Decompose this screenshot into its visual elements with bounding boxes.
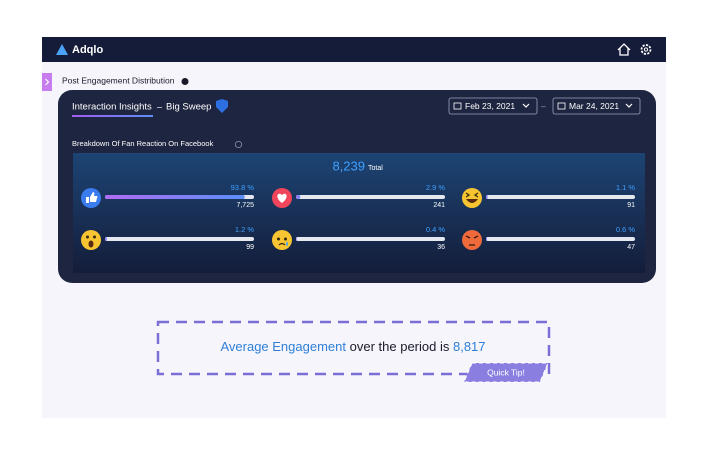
percent-label: 2.9 % [426,183,446,192]
tab-underline [72,115,153,117]
page-title: Post Engagement Distribution [62,75,175,85]
haha-mouth [466,199,478,203]
date-from-box[interactable] [448,97,538,115]
wow-mouth [88,240,94,248]
love-heart [277,193,287,203]
bar [105,237,107,241]
angry-icon [462,230,482,250]
percent-label: 1.2 % [235,225,255,234]
total-value: 8,239 [332,158,365,173]
date-to: Mar 24, 2021 [569,101,619,111]
tip-box [156,320,551,376]
breakdown-title: Breakdown Of Fan Reaction On Facebook [72,139,214,148]
tip-value: 8,817 [453,339,486,354]
sad-eye [284,237,287,241]
bar [105,195,245,199]
sad-eye [277,237,280,241]
quick-tip-label: Quick Tip! [487,367,525,377]
tip-text: Average Engagement over the period is 8,… [220,339,485,354]
tip-body: over the period is [350,339,450,354]
sidebar-toggle[interactable] [42,73,52,91]
sad-tear [286,241,288,246]
percent-label: 93.8 % [231,183,255,192]
count-label: 47 [627,244,635,251]
calendar-icon [557,102,566,110]
bar-track [486,195,635,199]
top-bar [42,37,666,62]
info-icon[interactable] [234,140,243,149]
wow-icon [81,230,101,250]
bar-track [105,237,254,241]
home-icon[interactable] [617,43,631,56]
wow-eye [86,235,89,239]
dropdown-arrow [522,103,530,108]
count-label: 241 [433,202,445,209]
bar [486,195,488,199]
settings-icon-center [643,47,649,52]
bar-track [296,195,445,199]
bar [296,237,297,241]
angry-brows [465,235,479,239]
percent-label: 1.1 % [616,183,636,192]
sad-icon [272,230,292,250]
bar [486,237,487,241]
percent-label: 0.6 % [616,225,636,234]
tab-separator: – [157,101,162,111]
logo-icon [56,44,68,55]
like-thumb [86,192,98,203]
facebook-badge [216,99,228,113]
haha-icon [462,188,482,208]
count-label: 99 [246,244,254,251]
date-separator: – [541,101,546,111]
percent-label: 0.4 % [426,225,446,234]
calendar-icon [453,102,462,110]
haha-eyes [465,192,479,198]
bar-track [296,237,445,241]
bar [296,195,301,199]
bar-track [486,237,635,241]
date-to-box[interactable] [552,97,641,115]
app-name: Adqlo [72,44,103,56]
count-label: 36 [437,244,445,251]
sidebar-arrow [45,78,50,86]
breakdown-area [73,153,645,273]
sad-mouth [278,242,286,246]
quick-tip-badge[interactable] [463,362,549,383]
tip-highlight: Average Engagement [220,339,346,354]
panel-tab[interactable]: Interaction Insights [72,102,152,113]
total-caption: Total [368,165,383,172]
info-icon[interactable] [181,78,189,85]
count-label: 7,725 [236,202,254,209]
settings-icon[interactable] [640,44,652,55]
date-from: Feb 23, 2021 [465,101,515,111]
dropdown-arrow [625,103,633,108]
campaign-name: Big Sweep [166,102,211,113]
count-label: 91 [627,202,635,209]
wow-eye [93,235,96,239]
